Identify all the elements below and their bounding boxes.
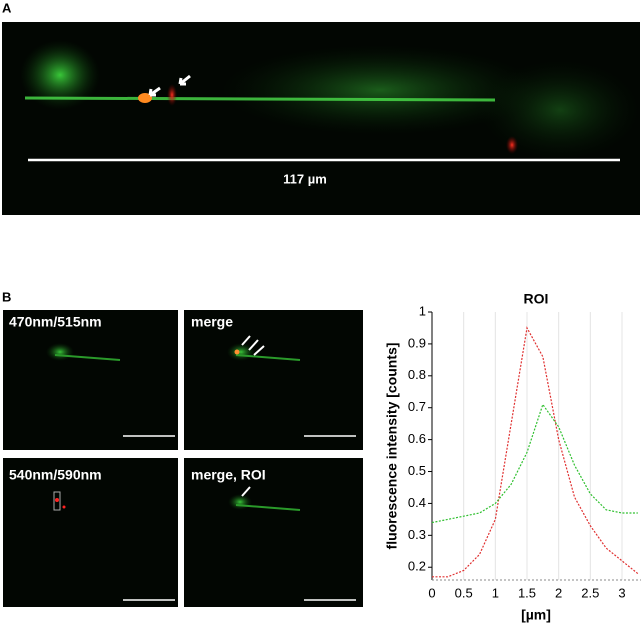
chart: ROI fluorescence intensity [counts] [µm] <box>384 291 551 623</box>
x-tick-label: 0 <box>428 585 435 600</box>
x-tick-label: 2 <box>555 585 562 600</box>
x-tick-label: 1 <box>492 585 499 600</box>
plot-area <box>432 312 641 580</box>
y-tick-label: 0.6 <box>408 431 426 446</box>
y-tick-label: 0.7 <box>408 399 426 414</box>
y-tick-label: 0.9 <box>408 335 426 350</box>
y-tick-label: 0.5 <box>408 463 426 478</box>
y-tick-label: 0.2 <box>408 559 426 574</box>
data-line <box>431 403 638 524</box>
x-tick-label: 0.5 <box>455 585 473 600</box>
y-axis-label: fluorescence intensity [counts] <box>384 343 400 550</box>
x-tick-label: 3 <box>618 585 625 600</box>
panel-label: B <box>2 289 11 304</box>
image-label: 470nm/515nm <box>9 314 102 330</box>
y-tick-label: 0.3 <box>408 527 426 542</box>
micrographs <box>3 310 363 607</box>
image-label: merge <box>191 314 233 330</box>
x-tick-label: 1.5 <box>518 585 536 600</box>
y-tick-label: 1 <box>419 303 426 318</box>
y-tick-label: 0.8 <box>408 367 426 382</box>
image-label: merge, ROI <box>191 467 266 483</box>
data-line <box>432 326 639 578</box>
micrograph <box>2 22 640 215</box>
y-tick-label: 0.4 <box>408 495 426 510</box>
panel-label: A <box>2 0 12 15</box>
x-axis-label: [µm] <box>521 607 551 623</box>
image-label: 540nm/590nm <box>9 467 102 483</box>
chart-title: ROI <box>524 291 549 307</box>
scale-label: 117 µm <box>283 171 327 186</box>
x-tick-label: 2.5 <box>581 585 599 600</box>
